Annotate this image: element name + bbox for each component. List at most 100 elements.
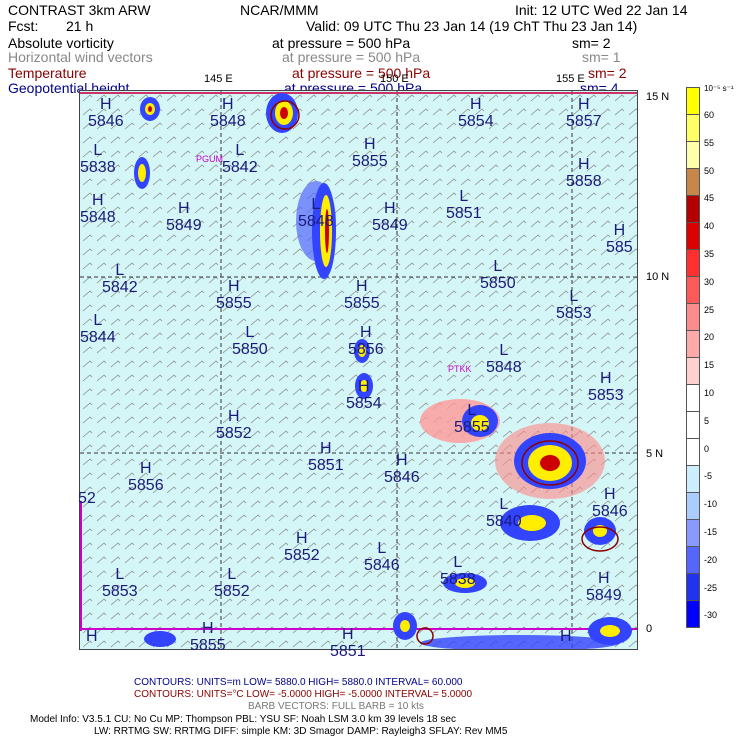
colorbar-label: 40 [704, 221, 715, 232]
height-value: 5853 [556, 305, 592, 322]
pressure-center-type: L [459, 188, 469, 205]
pressure-center-type: L [235, 142, 245, 159]
height-high-label: H 5851 [308, 440, 344, 474]
colorbar [686, 87, 700, 628]
height-value: 5848 [298, 213, 334, 230]
pressure-center-type: H [604, 486, 616, 503]
height-high-label: H 5856 [128, 460, 164, 494]
height-low-label: L 5838 [80, 142, 116, 176]
pressure-center-type: L [467, 402, 477, 419]
height-high-label: H 5855 [190, 620, 226, 654]
height-value: 5856 [128, 477, 164, 494]
colorbar-swatch [686, 438, 700, 466]
colorbar-label: 5 [704, 415, 710, 426]
pressure-center-type: H [560, 628, 572, 645]
pressure-center-type: H [296, 530, 308, 547]
colorbar-label: 45 [704, 193, 715, 204]
colorbar-swatch [686, 573, 700, 601]
vorticity-cell [495, 423, 605, 499]
height-low-label: L 5844 [80, 312, 116, 346]
pressure-center-type: H [578, 96, 590, 113]
colorbar-swatch [686, 600, 700, 628]
colorbar-swatch [686, 465, 700, 493]
lat-label-0: 0 [646, 623, 653, 635]
lat-label-10n: 10 N [646, 271, 670, 283]
height-value: 5849 [586, 587, 622, 604]
height-value: 5849 [372, 217, 408, 234]
vorticity-cells [134, 93, 632, 649]
pressure-center-type: L [377, 540, 387, 557]
lon-label-145: 145 E [204, 73, 233, 85]
height-low-label: L 5850 [480, 258, 516, 292]
field-name-vorticity: Absolute vorticity [8, 35, 114, 51]
height-high-label: H 5852 [284, 530, 320, 564]
pressure-center-type: L [311, 196, 321, 213]
height-value: 5850 [480, 275, 516, 292]
pressure-center-type: H [364, 136, 376, 153]
pressure-center-type: L [499, 496, 509, 513]
colorbar-swatch [686, 222, 700, 250]
field-sm-temperature: sm= 2 [588, 65, 627, 81]
pressure-center-type: H [578, 156, 590, 173]
height-value: 52 [78, 490, 96, 507]
height-low-label: L 5848 [298, 196, 334, 230]
colorbar-label: -30 [704, 610, 718, 621]
colorbar-swatch [686, 114, 700, 142]
height-value: 5846 [384, 469, 420, 486]
height-value: 5838 [80, 159, 116, 176]
height-high-label: H 5846 [592, 486, 628, 520]
height-value-label: 52 [78, 490, 96, 507]
height-high-label: H 5852 [216, 408, 252, 442]
lat-label-5n: 5 N [646, 448, 664, 460]
pressure-center-type: H [100, 96, 112, 113]
height-high-label: H 5855 [344, 278, 380, 312]
vorticity-cell [420, 399, 500, 443]
height-low-label: L 5852 [214, 566, 250, 600]
colorbar-swatch [686, 303, 700, 331]
pressure-center-type: H [222, 96, 234, 113]
height-high-label: H 5854 [346, 378, 382, 412]
height-high-label: H 5857 [566, 96, 602, 130]
pressure-center-type: H [396, 452, 408, 469]
org-label: NCAR/MMM [240, 2, 319, 18]
height-low-label: L 5842 [222, 142, 258, 176]
height-high-label: H 5853 [588, 370, 624, 404]
height-high-label: H 585 [606, 222, 633, 256]
height-low-label: L 5846 [364, 540, 400, 574]
station-ptkk: PTKK [448, 364, 472, 374]
lat-label-15n: 15 N [646, 91, 670, 103]
colorbar-unit: 10⁻⁵ s⁻¹ [704, 84, 734, 93]
colorbar-swatch [686, 168, 700, 196]
vorticity-cell [134, 157, 150, 189]
pressure-center-type: H [600, 370, 612, 387]
colorbar-swatch [686, 384, 700, 412]
pressure-center-type: L [569, 288, 579, 305]
height-low-label: L 5855 [454, 402, 490, 436]
pressure-center-type: L [493, 258, 503, 275]
colorbar-swatch [686, 141, 700, 169]
pressure-center-type: L [93, 312, 103, 329]
pressure-center-type: H [202, 620, 214, 637]
pressure-center-type: L [115, 262, 125, 279]
colorbar-label: 50 [704, 165, 715, 176]
field-pressure-wind: at pressure = 500 hPa [282, 49, 421, 65]
pressure-center-type: H [320, 440, 332, 457]
height-high-label: H 5848 [80, 192, 116, 226]
colorbar-label: 35 [704, 249, 715, 259]
pressure-center-type: H [86, 628, 98, 645]
height-high-label: H 5854 [458, 96, 494, 130]
colorbar-label: -20 [704, 554, 718, 565]
colorbar-label: -25 [704, 582, 718, 593]
lon-label-150: 150 E [380, 73, 409, 85]
pressure-center-type: H [470, 96, 482, 113]
height-value: 5855 [344, 295, 380, 312]
height-value: 5855 [216, 295, 252, 312]
height-value: 5848 [486, 359, 522, 376]
field-pressure-vorticity: at pressure = 500 hPa [272, 35, 411, 51]
height-high-label: H 5851 [330, 626, 366, 660]
vorticity-cell [420, 635, 620, 649]
colorbar-swatch [686, 411, 700, 439]
pressure-center-type: H [598, 570, 610, 587]
colorbar-label: -5 [704, 471, 713, 482]
wind-barb-field [80, 91, 637, 649]
